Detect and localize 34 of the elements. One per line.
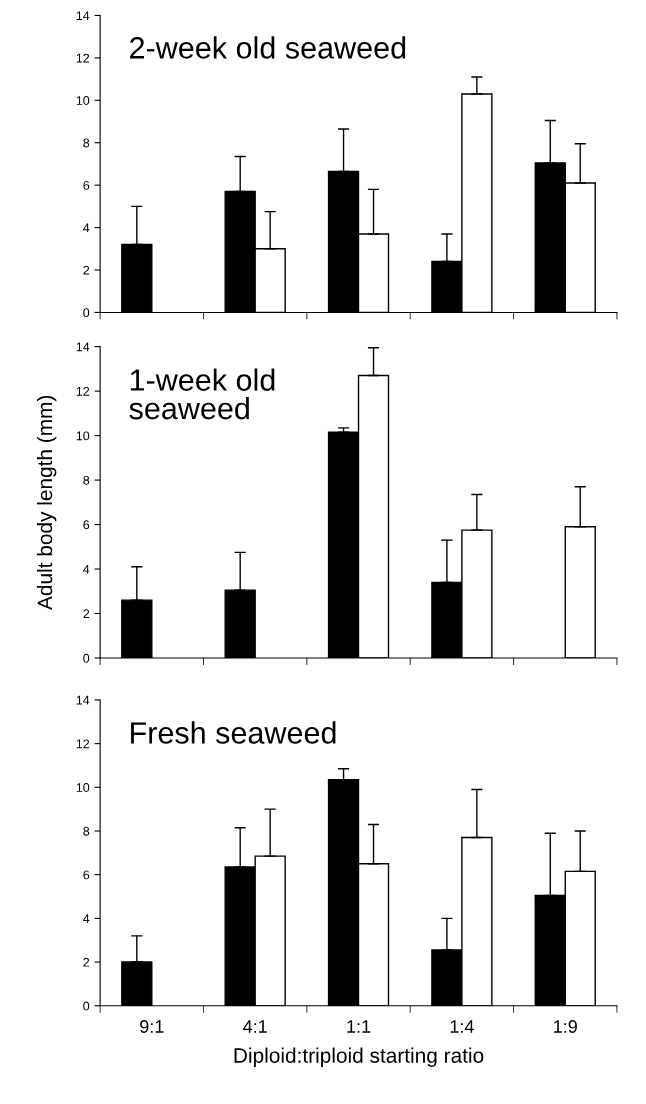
x-tick-label: 4:1	[243, 1020, 267, 1033]
y-tick-label: 0	[83, 653, 90, 663]
x-tick-label: 9:1	[140, 1020, 164, 1033]
y-tick-label: 2	[83, 265, 90, 275]
y-tick-label: 6	[83, 870, 90, 880]
y-tick-label: 14	[76, 342, 90, 352]
y-tick-label: 2	[83, 609, 90, 619]
y-tick-label: 4	[83, 564, 90, 574]
y-tick-label: 8	[83, 475, 90, 485]
y-tick-label: 14	[76, 695, 90, 705]
x-tick-label: 1:4	[450, 1020, 474, 1033]
text: Fresh seaweed	[131, 721, 336, 744]
y-tick-label: 14	[76, 11, 90, 20]
y-tick-label: 12	[76, 739, 90, 749]
x-axis-title: Diploid:triploid starting ratio	[234, 1047, 484, 1067]
y-tick-label: 10	[76, 783, 90, 792]
y-tick-label: 0	[83, 308, 90, 318]
y-tick-label: 4	[83, 223, 90, 233]
x-tick-label: 1:9	[554, 1020, 577, 1033]
y-tick-label: 10	[76, 431, 90, 441]
y-axis-title: Adult body length (mm)	[36, 395, 57, 610]
y-tick-label: 8	[83, 138, 90, 148]
y-tick-label: 0	[83, 1001, 90, 1011]
y-tick-label: 2	[83, 957, 90, 967]
y-tick-label: 10	[76, 96, 90, 105]
y-tick-label: 8	[83, 826, 90, 836]
y-tick-label: 6	[83, 180, 90, 190]
text: 1-week old seaweed	[129, 368, 275, 420]
y-tick-label: 12	[76, 53, 90, 63]
y-tick-label: 12	[76, 386, 90, 396]
x-tick-label: 1:1	[347, 1020, 371, 1033]
text: 2-week old seaweed	[130, 36, 406, 59]
y-tick-label: 6	[83, 520, 90, 530]
y-tick-label: 4	[83, 914, 90, 923]
